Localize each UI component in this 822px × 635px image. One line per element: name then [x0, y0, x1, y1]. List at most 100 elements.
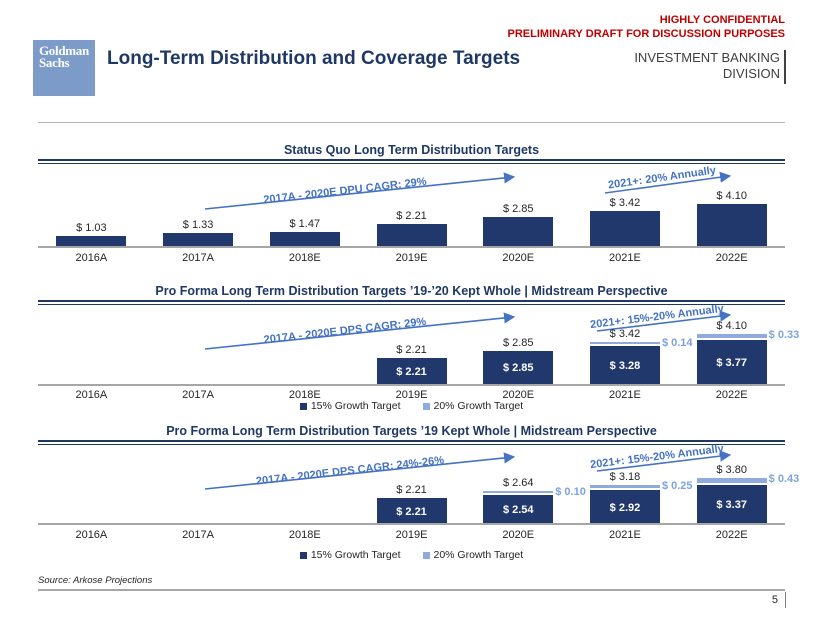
chart1-column-2022E: $ 4.10: [678, 162, 785, 247]
bar-inside-label: $ 2.21: [396, 365, 427, 378]
legend-label: 15% Growth Target: [310, 400, 401, 412]
bar-inside-label: $ 3.77: [716, 356, 747, 369]
legend-item-15pct: 15% Growth Target: [299, 400, 401, 412]
chart1-column-2020E: $ 2.85: [465, 162, 572, 247]
chart3-plot: $ 2.21 $ 2.21 $ 2.64 $ 2.54 $ 0.10 $ 3.1…: [38, 445, 799, 525]
chart2-column-2016A: [38, 305, 145, 385]
bar-2021E: [589, 211, 660, 247]
bar-20pct-2022E: [696, 478, 767, 483]
page-number: 5: [771, 594, 778, 606]
bar-15pct-2019E: $ 2.21: [376, 498, 447, 525]
bar-value-label: $ 3.42: [609, 197, 641, 209]
axis-label: 2016A: [75, 389, 108, 401]
total-label: $ 2.21: [396, 484, 427, 496]
division-label: INVESTMENT BANKING DIVISION: [634, 50, 780, 82]
legend-label: 20% Growth Target: [433, 549, 524, 561]
axis-label: 2017A: [182, 389, 214, 401]
bar-inside-label: $ 2.54: [502, 504, 534, 516]
chart3-title: Pro Forma Long Term Distribution Targets…: [166, 424, 657, 438]
increment-label: $ 0.33: [768, 329, 800, 341]
bar-15pct-2022E: $ 3.37: [696, 485, 767, 525]
total-label: $ 4.10: [716, 320, 747, 332]
bar-20pct-2020E: [483, 491, 554, 493]
axis-label: 2022E: [715, 529, 748, 541]
logo-text-line2: Sachs: [39, 55, 70, 70]
chart2-column-2021E: $ 3.42 $ 3.28 $ 0.14: [572, 305, 693, 385]
bar-value-label: $ 1.33: [182, 219, 214, 231]
chart3-column-2022E: $ 3.80 $ 3.37 $ 0.43: [678, 445, 799, 525]
increment-label: $ 0.25: [661, 480, 693, 492]
chart3-legend: 15% Growth Target 20% Growth Target: [38, 549, 785, 561]
chart1-title-rule: [38, 159, 785, 164]
increment-label: $ 0.10: [555, 486, 586, 498]
chart2-plot: $ 2.21 $ 2.21 $ 2.85 $ 2.85 $ 3.42 $ 3.2…: [38, 305, 799, 385]
bar-15pct-2021E: $ 3.28: [589, 346, 660, 385]
legend-item-20pct: 20% Growth Target: [422, 549, 524, 561]
total-label: $ 3.80: [716, 464, 747, 476]
bar-2017A: [163, 233, 234, 247]
bar-inside-label: $ 3.28: [609, 359, 641, 372]
axis-label: 2020E: [502, 252, 535, 264]
bar-value-label: $ 4.10: [716, 190, 747, 202]
chart3-column-2017A: [145, 445, 252, 525]
axis-label: 2019E: [395, 252, 428, 264]
total-label: $ 3.42: [609, 328, 641, 340]
footer-divider: [38, 589, 785, 591]
bar-value-label: $ 2.21: [396, 210, 427, 222]
axis-label: 2022E: [715, 252, 748, 264]
chart1-column-2016A: $ 1.03: [38, 162, 145, 247]
chart2-axis: [38, 384, 785, 386]
axis-label: 2021E: [609, 389, 641, 401]
axis-label: 2022E: [715, 389, 748, 401]
chart2-title: Pro Forma Long Term Distribution Targets…: [155, 284, 668, 298]
chart2-column-2020E: $ 2.85 $ 2.85: [465, 305, 572, 385]
chart3-column-2018E: [251, 445, 358, 525]
page-title: Long-Term Distribution and Coverage Targ…: [107, 48, 521, 69]
bar-15pct-2019E: $ 2.21: [376, 358, 447, 385]
division-line2: DIVISION: [722, 66, 780, 81]
bar-2020E: [483, 217, 554, 247]
preliminary-draft-label: PRELIMINARY DRAFT FOR DISCUSSION PURPOSE…: [507, 28, 785, 40]
bar-inside-label: $ 2.21: [396, 505, 427, 518]
legend-swatch-dark: [299, 402, 307, 410]
axis-label: 2016A: [75, 529, 108, 541]
bar-15pct-2020E: $ 2.85: [483, 351, 554, 385]
chart2-column-2022E: $ 4.10 $ 3.77 $ 0.33: [678, 305, 799, 385]
division-divider: [784, 50, 786, 84]
bar-2019E: [376, 224, 447, 247]
chart2-column-2019E: $ 2.21 $ 2.21: [358, 305, 465, 385]
division-line1: INVESTMENT BANKING: [634, 50, 780, 65]
source-note: Source: Arkose Projections: [38, 575, 153, 586]
bar-15pct-2020E: $ 2.54: [483, 495, 554, 525]
legend-swatch-light: [422, 551, 430, 559]
bar-inside-label: $ 3.37: [716, 499, 747, 511]
bar-value-label: $ 1.03: [76, 222, 107, 234]
chart3-categories: 2016A 2017A 2018E 2019E 2020E 2021E 2022…: [38, 529, 785, 541]
confidential-label: HIGHLY CONFIDENTIAL: [659, 14, 785, 26]
axis-label: 2017A: [182, 529, 214, 541]
chart3-column-2021E: $ 3.18 $ 2.92 $ 0.25: [572, 445, 693, 525]
bar-15pct-2021E: $ 2.92: [589, 490, 660, 525]
axis-label: 2019E: [395, 529, 428, 541]
chart1-column-2018E: $ 1.47: [251, 162, 358, 247]
bar-2016A: [56, 236, 127, 247]
total-label: $ 2.64: [502, 477, 534, 489]
chart3-axis: [38, 523, 785, 525]
legend-item-20pct: 20% Growth Target: [422, 400, 523, 412]
bar-20pct-2021E: [589, 342, 660, 344]
bar-15pct-2022E: $ 3.77: [696, 340, 767, 385]
header-divider: [38, 122, 785, 123]
axis-label: 2018E: [288, 389, 321, 401]
bar-20pct-2021E: [589, 485, 660, 488]
chart2-categories: 2016A 2017A 2018E 2019E 2020E 2021E 2022…: [38, 389, 785, 401]
total-label: $ 3.18: [609, 471, 641, 483]
chart1-plot: $ 1.03 $ 1.33 $ 1.47 $ 2.21 $ 2.85 $ 3.4…: [38, 162, 785, 247]
axis-label: 2019E: [395, 389, 428, 401]
chart1-column-2019E: $ 2.21: [358, 162, 465, 247]
chart2-legend: 15% Growth Target 20% Growth Target: [38, 400, 785, 412]
logo-text-line1: Goldman: [39, 43, 89, 58]
axis-label: 2018E: [288, 529, 321, 541]
chart1-column-2021E: $ 3.42: [572, 162, 679, 247]
page-number-divider: [784, 592, 786, 608]
